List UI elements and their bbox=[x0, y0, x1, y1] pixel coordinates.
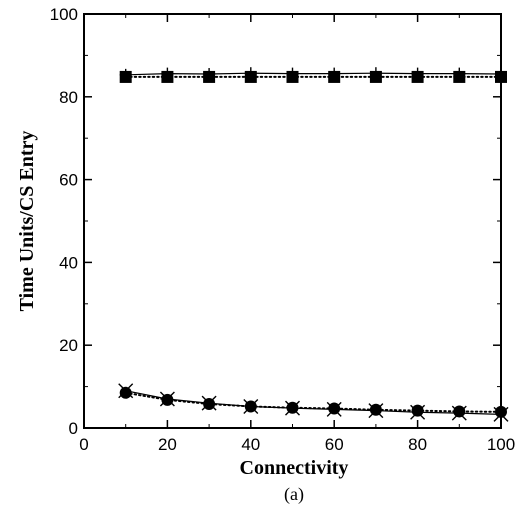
circle-marker bbox=[119, 386, 132, 399]
x-tick-label: 100 bbox=[487, 435, 515, 454]
x-tick-label: 80 bbox=[408, 435, 427, 454]
x-tick-label: 0 bbox=[79, 435, 88, 454]
circle-marker bbox=[453, 405, 466, 418]
y-tick-label: 0 bbox=[69, 419, 78, 438]
circle-marker bbox=[161, 393, 174, 406]
square-marker bbox=[495, 70, 507, 83]
axis-ticks bbox=[83, 13, 502, 429]
y-tick-label: 40 bbox=[59, 253, 78, 272]
tick-labels: 0 20 40 60 80 100 0 20 40 60 80 100 bbox=[50, 5, 516, 454]
y-tick-label: 60 bbox=[59, 171, 78, 190]
circle-marker bbox=[369, 403, 382, 416]
y-tick-label: 80 bbox=[59, 88, 78, 107]
circle-marker bbox=[411, 404, 424, 417]
y-tick-label: 20 bbox=[59, 336, 78, 355]
circle-marker bbox=[244, 400, 257, 413]
square-marker bbox=[453, 70, 466, 83]
square-marker bbox=[119, 70, 132, 83]
square-marker bbox=[411, 70, 424, 83]
circle-marker bbox=[495, 405, 507, 418]
square-marker bbox=[369, 70, 382, 83]
series-4-line bbox=[124, 391, 502, 413]
x-axis-title: Connectivity bbox=[240, 457, 349, 479]
series-1-line bbox=[125, 72, 502, 76]
square-marker bbox=[203, 70, 216, 83]
x-tick-label: 60 bbox=[325, 435, 344, 454]
square-marker bbox=[286, 70, 299, 83]
x-tick-label: 40 bbox=[241, 435, 260, 454]
square-marker bbox=[328, 70, 341, 83]
figure-caption: (a) bbox=[284, 484, 304, 505]
square-marker bbox=[244, 70, 257, 83]
series-layer bbox=[118, 67, 509, 422]
circle-marker bbox=[203, 397, 216, 410]
circle-marker bbox=[328, 402, 341, 415]
y-tick-label: 100 bbox=[50, 5, 78, 24]
square-marker bbox=[161, 70, 174, 83]
x-tick-label: 20 bbox=[158, 435, 177, 454]
y-axis-title: Time Units/CS Entry bbox=[16, 131, 38, 312]
circle-marker bbox=[286, 401, 299, 414]
